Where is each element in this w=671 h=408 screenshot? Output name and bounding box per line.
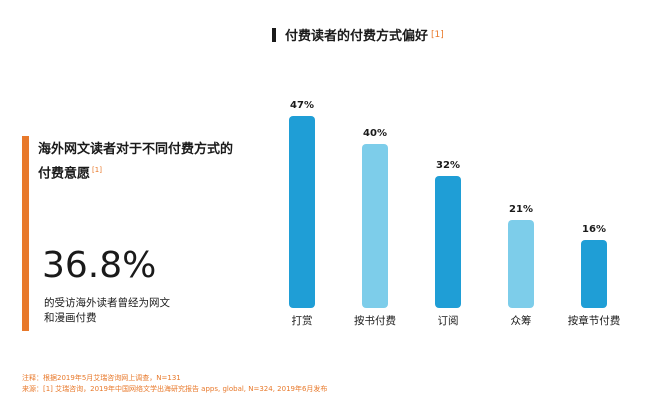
category-label-2: 订阅 <box>438 314 459 327</box>
bar-value-label-0: 47% <box>290 100 314 111</box>
stat-description: 的受访海外读者曾经为网文 和漫画付费 <box>44 296 204 326</box>
bar-2 <box>435 176 461 308</box>
bar-0 <box>289 116 315 308</box>
chart-title: 付费读者的付费方式偏好 [1] <box>272 25 444 44</box>
bar-value-label-1: 40% <box>363 128 387 139</box>
category-label-0: 打赏 <box>292 314 313 327</box>
left-panel-title-ref: [1] <box>92 166 102 174</box>
footnote-source: 来源：[1] 艾瑞咨询，2019年中国网络文学出海研究报告 apps, glob… <box>22 385 328 393</box>
left-panel-title: 海外网文读者对于不同付费方式的付费意愿 [1] <box>38 140 238 184</box>
chart-title-marker <box>272 27 276 42</box>
bar-value-label-4: 16% <box>582 224 606 235</box>
stat-description-line1: 的受访海外读者曾经为网文 <box>44 297 170 309</box>
left-accent-bar <box>22 136 29 331</box>
bar-value-label-2: 32% <box>436 160 460 171</box>
big-stat-value: 36.8% <box>42 245 157 286</box>
category-label-1: 按书付费 <box>354 314 396 327</box>
category-label-4: 按章节付费 <box>568 314 621 327</box>
bar-value-label-3: 21% <box>509 204 533 215</box>
category-label-3: 众筹 <box>511 314 532 327</box>
bar-4 <box>581 240 607 308</box>
left-panel-title-text: 海外网文读者对于不同付费方式的付费意愿 <box>38 142 234 182</box>
bar-3 <box>508 220 534 308</box>
chart-title-text: 付费读者的付费方式偏好 <box>285 29 429 44</box>
stat-description-line2: 和漫画付费 <box>44 312 97 324</box>
footnotes: 注释：根据2019年5月艾瑞咨询网上调查，N=131 来源：[1] 艾瑞咨询，2… <box>22 373 327 395</box>
bar-1 <box>362 144 388 308</box>
chart-title-ref: [1] <box>431 29 444 40</box>
footnote-note: 注释：根据2019年5月艾瑞咨询网上调查，N=131 <box>22 374 181 382</box>
